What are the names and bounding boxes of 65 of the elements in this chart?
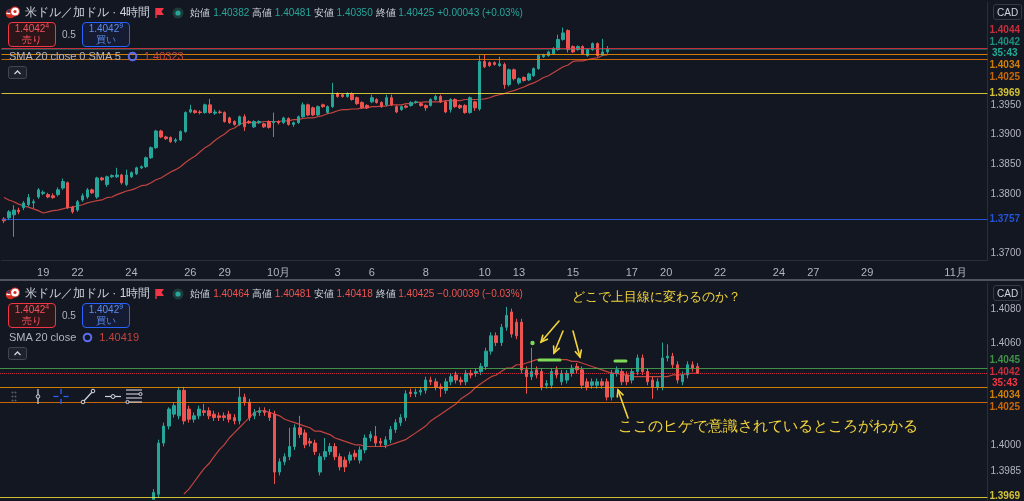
x-tick-label: 15 <box>566 265 580 278</box>
annotation: 買い <box>94 315 117 326</box>
ref-line-label: 1.4034 <box>989 58 1021 70</box>
y-tick-label: 1.3850 <box>990 158 1022 170</box>
annotation: 買い <box>94 34 117 45</box>
y-tick-label: 1.3985 <box>990 464 1022 476</box>
x-tick-label: 10月 <box>267 265 291 278</box>
ref-line-label: 1.4025 <box>989 400 1021 412</box>
y-tick-label: 1.4060 <box>990 337 1022 349</box>
ref-line-label: 1.3969 <box>989 87 1021 99</box>
x-tick-label: 10 <box>478 265 491 278</box>
currency-button: CAD <box>993 285 1022 301</box>
text: 35:43 <box>992 47 1018 59</box>
x-tick-label: 8 <box>422 265 429 278</box>
y-tick-label: 1.3800 <box>990 187 1022 199</box>
x-tick-label: 19 <box>37 265 50 278</box>
x-tick-label: 11月 <box>944 265 967 278</box>
y-tick-label: 1.4000 <box>990 439 1022 451</box>
annotation: 0.5 <box>62 29 76 40</box>
x-tick-label: 29 <box>861 265 874 278</box>
chart-title: 米ドル／加ドル · 1時間 <box>25 285 151 302</box>
chart-title: 米ドル／加ドル · 4時間 <box>25 4 151 21</box>
x-tick-label: 26 <box>184 265 197 278</box>
x-tick-label: 3 <box>334 265 341 278</box>
buy-button: 1.4042$^{9}$ 買い <box>81 22 130 47</box>
annotation: 0.5 <box>62 310 76 321</box>
ref-line-label: 1.3969 <box>989 489 1021 501</box>
ref-line-label: 1.4045 <box>989 353 1021 365</box>
currency-button: CAD <box>993 4 1022 20</box>
y-tick-label: 1.3900 <box>990 128 1022 140</box>
y-tick-label: 1.3950 <box>990 98 1022 110</box>
annotation: SMA 20 close <box>9 331 77 343</box>
annotation: 1.4042$^{4}$ <box>13 22 51 35</box>
annotation: 1.4042$^{9}$ <box>87 303 125 316</box>
annotation: 1.4042$^{4}$ <box>13 303 51 316</box>
x-tick-label: 13 <box>512 265 526 278</box>
x-tick-label: 22 <box>713 265 727 278</box>
annotation: ここのヒゲで意識されているところがわかる <box>618 417 918 436</box>
x-tick-label: 29 <box>218 265 231 278</box>
annotation: 1.4042$^{9}$ <box>87 22 125 35</box>
annotation: 1.40419 <box>99 331 140 343</box>
annotation: どこで上目線に変わるのか？ <box>572 288 741 306</box>
x-tick-label: 22 <box>71 265 84 278</box>
ref-line-label: 1.4025 <box>989 70 1021 82</box>
text: 35:43 <box>992 377 1018 389</box>
x-tick-label: 20 <box>660 265 673 278</box>
ref-line-label: 1.4034 <box>989 388 1021 400</box>
y-tick-label: 1.3700 <box>990 247 1022 259</box>
y-tick-label: 1.4080 <box>990 303 1022 315</box>
ref-line-label: 1.4042 <box>989 35 1021 47</box>
annotation: 売り <box>21 34 43 45</box>
x-tick-label: 24 <box>125 265 138 278</box>
annotation: 売り <box>21 315 43 326</box>
buy-button: 1.4042$^{9}$ 買い <box>81 303 130 328</box>
x-tick-label: 24 <box>772 265 786 278</box>
text: 始値 1.40382 高値 1.40481 安値 1.40350 終値 1.40425 +0.00043 (+0.03%) <box>190 6 523 18</box>
ref-line-label: 1.4042 <box>989 365 1021 377</box>
text: 始値 1.40464 高値 1.40481 安値 1.40418 終値 1.40425 −0.00039 (−0.03%) <box>190 287 523 299</box>
x-tick-label: 17 <box>625 265 638 278</box>
sell-button: 1.4042$^{4}$ 売り <box>8 303 56 328</box>
ref-line-label: 1.4044 <box>989 23 1021 35</box>
x-tick-label: 27 <box>807 265 820 278</box>
sell-button: 1.4042$^{4}$ 売り <box>8 22 56 47</box>
ref-line-label: 1.3757 <box>989 213 1021 225</box>
x-tick-label: 6 <box>368 265 375 278</box>
